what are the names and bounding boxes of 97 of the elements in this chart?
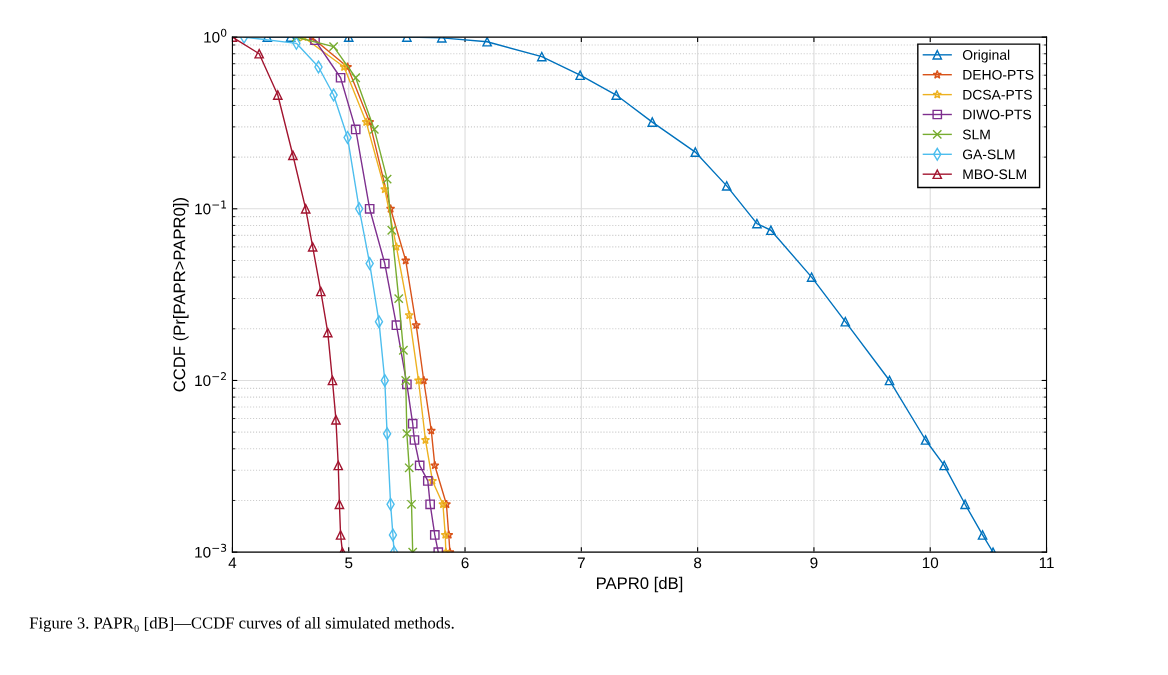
point: [365, 117, 375, 127]
point: [342, 62, 353, 72]
point: [335, 72, 346, 83]
caption: Figure 3. PAPR₀ [dB]—CCDF curves of all simulated methods.: [29, 616, 454, 633]
point: [411, 320, 421, 330]
point: [334, 499, 345, 510]
point: [350, 72, 361, 83]
point: [382, 174, 392, 184]
point: [380, 184, 390, 194]
point: [413, 375, 424, 385]
point: [354, 202, 364, 216]
point: [444, 530, 454, 539]
point: [288, 150, 298, 161]
x-tick-label: 10: [922, 557, 939, 569]
x-tick-label: 7: [577, 557, 585, 569]
point: [766, 225, 776, 236]
point: [331, 414, 341, 425]
x-tick-label: 11: [1039, 557, 1054, 569]
point: [404, 310, 414, 320]
point: [402, 379, 412, 390]
x-tick-label: 5: [345, 557, 353, 569]
point: [960, 499, 970, 510]
point: [315, 286, 326, 297]
point: [322, 327, 333, 338]
point: [401, 255, 411, 265]
point: [482, 37, 492, 47]
point: [369, 124, 380, 135]
point: [350, 124, 361, 135]
x-tick-label: 9: [810, 557, 818, 569]
y-tick-label: 10$^{−2}$: [195, 372, 226, 387]
point: [422, 476, 433, 486]
point: [391, 320, 402, 331]
point: [721, 181, 732, 191]
point: [806, 272, 817, 282]
y-tick-label: 10$^{−1}$: [195, 200, 227, 215]
point: [884, 375, 895, 386]
point: [404, 462, 415, 473]
point: [409, 435, 420, 445]
point: [398, 345, 409, 356]
point: [420, 435, 431, 445]
point: [272, 90, 283, 100]
point: [419, 375, 429, 385]
point: [391, 242, 402, 251]
point: [402, 428, 412, 439]
y-tick-label: 10$^{0}$: [204, 28, 227, 43]
point: [536, 51, 547, 62]
point: [939, 460, 950, 471]
point: [426, 425, 436, 435]
point: [379, 258, 390, 269]
point: [752, 218, 762, 229]
point: [840, 316, 851, 327]
legend-label: Original: [962, 49, 1010, 63]
point: [361, 117, 371, 127]
x-tick-label: 6: [461, 557, 469, 569]
point: [438, 499, 448, 509]
point: [400, 375, 411, 386]
point: [427, 476, 438, 485]
point: [690, 147, 701, 157]
point: [386, 225, 397, 236]
x-tick-label: 8: [694, 557, 702, 569]
point: [647, 117, 658, 127]
point: [385, 203, 396, 213]
point: [406, 499, 417, 510]
point: [977, 530, 988, 540]
y-axis-title: CCDF (Pr[PAPR>PAPR0]): [173, 198, 189, 392]
legend-label: GA-SLM: [962, 149, 1015, 160]
x-tick-label: 4: [228, 557, 237, 569]
point: [328, 41, 339, 52]
point: [254, 48, 265, 59]
point: [425, 499, 436, 510]
point: [440, 530, 450, 539]
point: [364, 203, 375, 214]
point: [393, 293, 404, 304]
y-tick-label: 10$^{−3}$: [195, 543, 227, 558]
point: [920, 435, 931, 445]
point: [388, 528, 398, 542]
legend-label: SLM: [962, 129, 990, 140]
point: [300, 203, 311, 214]
point: [327, 375, 338, 386]
legend-label: DCSA-PTS: [963, 89, 1032, 100]
point: [429, 530, 440, 540]
legend-label: DEHO-PTS: [963, 69, 1034, 80]
point: [382, 427, 392, 441]
point: [407, 418, 418, 429]
point: [310, 37, 320, 46]
point: [611, 90, 622, 100]
x-axis-title: PAPR0 [dB]: [597, 576, 683, 593]
point: [333, 460, 344, 471]
point: [414, 460, 425, 471]
point: [307, 242, 318, 252]
legend-label: MBO-SLM: [963, 169, 1026, 180]
point: [339, 62, 349, 72]
point: [575, 70, 586, 81]
point: [374, 315, 384, 329]
point: [430, 460, 440, 470]
point: [335, 530, 346, 540]
legend-label: DIWO-PTS: [963, 109, 1032, 120]
